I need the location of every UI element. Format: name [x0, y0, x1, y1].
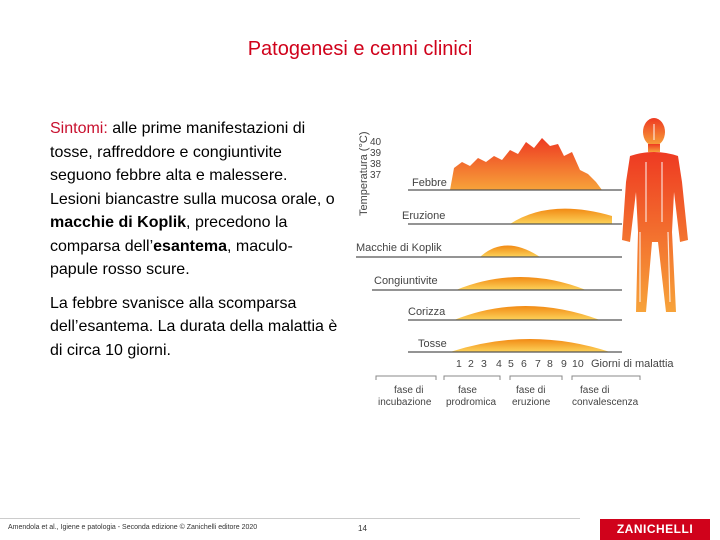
day-5: 5 — [508, 358, 514, 370]
phase-brackets — [375, 375, 641, 380]
footer-citation: Amendola et al., Igiene e patologia - Se… — [8, 524, 258, 531]
footer: Amendola et al., Igiene e patologia - Se… — [0, 518, 720, 540]
day-10: 10 — [572, 358, 584, 370]
day-1: 1 — [456, 358, 462, 370]
body-text: Sintomi: alle prime manifestazioni di to… — [50, 117, 340, 372]
footer-divider — [0, 518, 580, 519]
cough-band — [450, 339, 610, 352]
duration-paragraph: La febbre svanisce alla scomparsa dell’e… — [50, 294, 338, 359]
phase-2-line2: prodromica — [446, 397, 496, 408]
timeline-svg: Temperatura (°C) 40 39 38 37 Febbre Eruz… — [356, 118, 688, 408]
row-koplik: Macchie di Koplik — [356, 242, 442, 254]
phase-4-line2: convalescenza — [572, 397, 639, 408]
fever-curve — [450, 138, 602, 190]
temp-tick-39: 39 — [370, 148, 382, 159]
eruption-band — [510, 208, 612, 224]
phase-3-line2: eruzione — [512, 397, 551, 408]
phase-3-line1: fase di — [516, 385, 545, 396]
phase-2-line1: fase — [458, 385, 477, 396]
temp-tick-40: 40 — [370, 137, 382, 148]
measles-timeline-diagram: Temperatura (°C) 40 39 38 37 Febbre Eruz… — [350, 112, 695, 417]
phase-labels: fase di incubazione fase prodromica fase… — [378, 385, 639, 408]
day-9: 9 — [561, 358, 567, 370]
koplik-term: macchie di Koplik — [50, 214, 187, 231]
symptoms-paragraph: Sintomi: alle prime manifestazioni di to… — [50, 117, 340, 282]
day-8: 8 — [547, 358, 553, 370]
rash-arrows — [639, 124, 671, 303]
phase-1-line1: fase di — [394, 385, 423, 396]
x-axis-label: Giorni di malattia — [591, 358, 674, 370]
human-figure — [622, 118, 688, 312]
symptoms-text-1: alle prime manifestazioni di tosse, raff… — [50, 120, 335, 208]
temp-tick-37: 37 — [370, 170, 382, 181]
row-congiuntivite: Congiuntivite — [374, 275, 438, 287]
symptoms-label: Sintomi: — [50, 120, 108, 137]
row-corizza: Corizza — [408, 306, 446, 318]
conjunctivitis-band — [456, 277, 586, 290]
temp-tick-38: 38 — [370, 159, 382, 170]
day-6: 6 — [521, 358, 527, 370]
phase-4-line1: fase di — [580, 385, 609, 396]
publisher-logo: ZANICHELLI — [600, 519, 710, 540]
phase-1-line2: incubazione — [378, 397, 432, 408]
symptoms-text-3: , maculo-papule rosso scure. — [50, 237, 293, 279]
y-axis-label: Temperatura (°C) — [358, 132, 370, 216]
row-febbre: Febbre — [412, 177, 447, 189]
koplik-band — [480, 245, 540, 257]
day-4: 4 — [496, 358, 502, 370]
row-eruzione: Eruzione — [402, 210, 445, 222]
coryza-band — [454, 306, 600, 320]
row-tosse: Tosse — [418, 338, 447, 350]
slide-title: Patogenesi e cenni clinici — [247, 38, 473, 60]
day-3: 3 — [481, 358, 487, 370]
day-axis: 1 2 3 4 5 6 7 8 9 10 — [456, 358, 584, 370]
symptoms-text-2: , precedono la comparsa dell’ — [50, 214, 288, 255]
day-7: 7 — [535, 358, 541, 370]
page-number: 14 — [358, 524, 367, 533]
esantema-term: esantema — [153, 237, 227, 255]
day-2: 2 — [468, 358, 474, 370]
